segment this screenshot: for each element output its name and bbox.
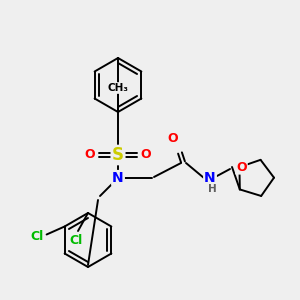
Text: N: N <box>112 171 124 185</box>
Text: S: S <box>112 146 124 164</box>
Text: Cl: Cl <box>30 230 43 243</box>
Text: O: O <box>168 133 178 146</box>
Text: CH₃: CH₃ <box>107 83 128 93</box>
Text: H: H <box>208 184 216 194</box>
Text: Cl: Cl <box>69 235 82 248</box>
Text: N: N <box>204 171 216 185</box>
Text: O: O <box>85 148 95 161</box>
Text: O: O <box>236 160 247 174</box>
Text: O: O <box>141 148 151 161</box>
